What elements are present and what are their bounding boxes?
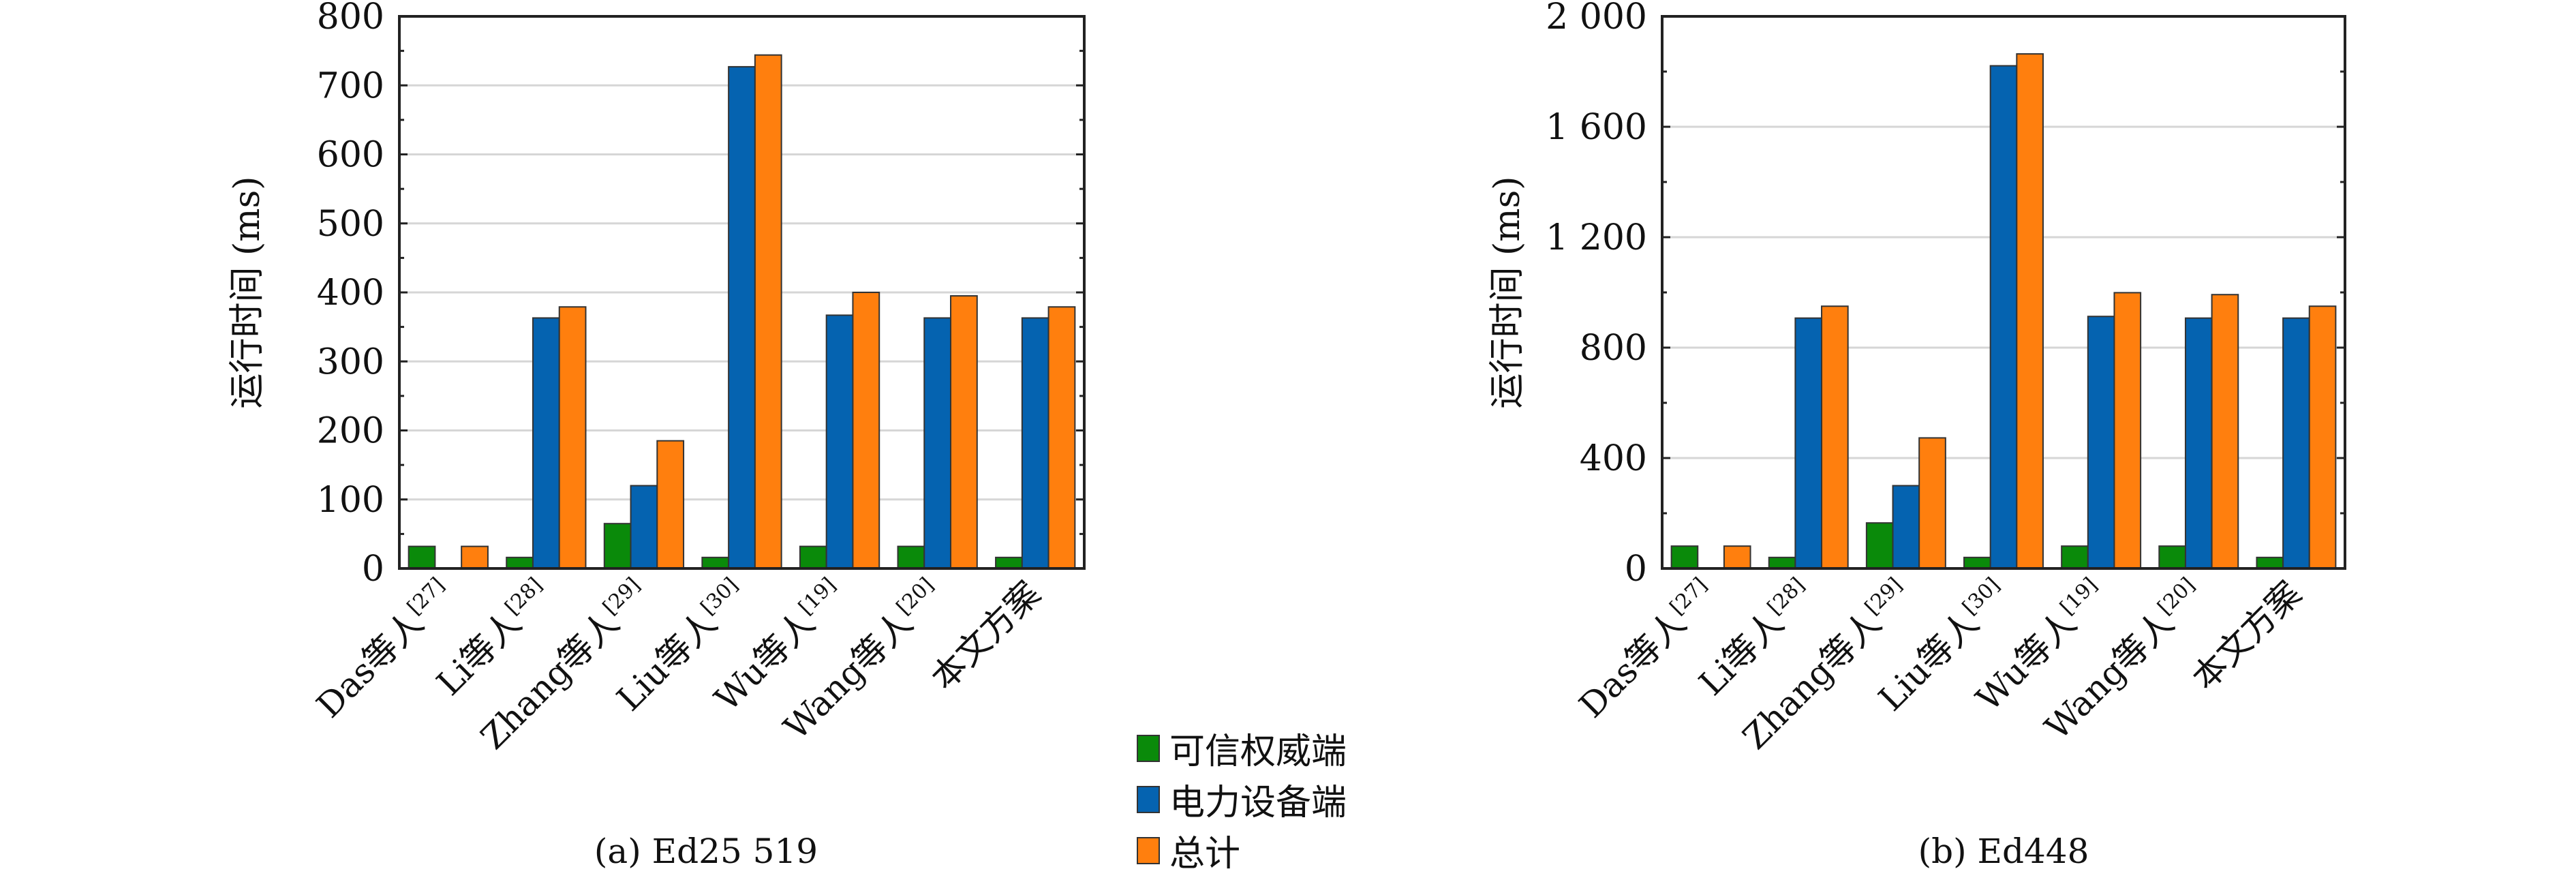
bar-trusted-authority (897, 545, 925, 569)
y-tick-label: 0 (1625, 549, 1647, 590)
caption-b: (b) Ed448 (1918, 832, 2089, 871)
bar-trusted-authority (2158, 545, 2186, 570)
legend-swatch (1137, 734, 1160, 762)
y-tick-label: 300 (317, 341, 384, 382)
bar-total (2016, 53, 2044, 569)
bar-total (1047, 306, 1076, 569)
y-tick-label: 400 (1580, 438, 1647, 479)
plot-frame (398, 15, 1086, 570)
legend-swatch (1137, 785, 1160, 813)
bar-total (1723, 545, 1751, 570)
x-tick-label: Zhang等人[29] (473, 573, 657, 757)
bar-trusted-authority (701, 556, 730, 569)
bar-trusted-authority (408, 545, 436, 569)
bar-total (852, 292, 880, 569)
y-tick-label: 1 200 (1546, 217, 1647, 258)
bar-trusted-authority (1963, 556, 1991, 569)
bar-power-device (1892, 485, 1920, 569)
legend-label: 总计 (1169, 834, 1241, 875)
bar-total (1821, 305, 1849, 569)
x-tick-label: Das等人[27] (309, 573, 461, 726)
x-tick-label-text: 本文方案 (2184, 573, 2308, 697)
x-tick-label-text: 本文方案 (923, 573, 1047, 697)
y-tick-label: 100 (317, 480, 384, 521)
legend-item-trusted-authority: 可信权威端 (1137, 723, 1347, 774)
bar-trusted-authority (799, 545, 827, 569)
bar-power-device (630, 485, 658, 569)
bar-total (656, 440, 685, 569)
y-axis-label: 运行时间 (ms) (1487, 176, 1528, 408)
x-tick-label-text: Das等人 (1571, 603, 1693, 725)
bar-total (558, 306, 587, 569)
bar-power-device (1021, 317, 1049, 569)
bar-trusted-authority (603, 523, 632, 569)
bar-trusted-authority (506, 556, 534, 569)
chart-b: 0 400 800 1 200 1 600 2 000 运行时间 (ms) Das等人[27]… (1487, 0, 2346, 757)
plot-frame (1661, 15, 2346, 570)
bar-total (754, 54, 782, 569)
bar-power-device (532, 317, 560, 569)
legend-label: 电力设备端 (1169, 782, 1347, 823)
bar-trusted-authority (1670, 545, 1699, 570)
bar-power-device (923, 317, 952, 569)
y-axis-label: 运行时间 (ms) (227, 176, 268, 408)
legend-label: 可信权威端 (1169, 731, 1347, 772)
bar-power-device (728, 65, 756, 570)
y-tick-label: 500 (317, 204, 384, 245)
x-tick-label: 本文方案 (2184, 573, 2308, 697)
x-tick-label-text: Liu等人 (609, 603, 724, 718)
bar-total (2211, 294, 2239, 569)
bar-trusted-authority (2061, 545, 2089, 570)
bar-power-device (1794, 317, 1823, 569)
bar-power-device (2184, 317, 2213, 569)
bar-total (2308, 305, 2337, 569)
x-tick-label-text: Das等人 (309, 603, 431, 725)
bar-total (1918, 437, 1946, 569)
chart-a: 0 100 200 300 400 500 600 700 800 运行时间 (ms) Das等人[… (227, 0, 1086, 757)
legend-item-total: 总计 (1137, 825, 1347, 876)
y-tick-label: 600 (317, 135, 384, 176)
y-tick-label: 800 (1580, 328, 1647, 369)
x-tick-label-text: Liu等人 (1871, 603, 1987, 718)
bar-power-device (825, 314, 854, 569)
bar-power-device (1989, 65, 2018, 570)
x-tick-label: 本文方案 (923, 573, 1047, 697)
bar-power-device (2087, 316, 2115, 569)
legend-swatch (1137, 836, 1160, 864)
legend-item-power-device: 电力设备端 (1137, 774, 1347, 825)
bar-trusted-authority (995, 556, 1023, 569)
y-tick-label: 700 (317, 65, 384, 106)
bar-trusted-authority (1768, 556, 1796, 569)
bar-power-device (2282, 317, 2310, 569)
y-tick-label: 2 000 (1546, 0, 1647, 37)
x-tick-label: Zhang等人[29] (1735, 573, 1919, 757)
bar-total (2113, 292, 2142, 569)
y-tick-label: 0 (362, 549, 384, 590)
y-tick-label: 200 (317, 411, 384, 452)
caption-a: (a) Ed25 519 (594, 832, 818, 871)
bar-trusted-authority (1865, 522, 1894, 569)
y-tick-label: 800 (317, 0, 384, 37)
bar-total (461, 545, 489, 569)
legend: 可信权威端 电力设备端 总计 (1137, 723, 1347, 876)
bar-total (950, 295, 978, 569)
x-tick-label: Das等人[27] (1571, 573, 1724, 726)
y-tick-label: 1 600 (1546, 107, 1647, 148)
y-tick-label: 400 (317, 273, 384, 314)
bar-trusted-authority (2256, 556, 2284, 569)
